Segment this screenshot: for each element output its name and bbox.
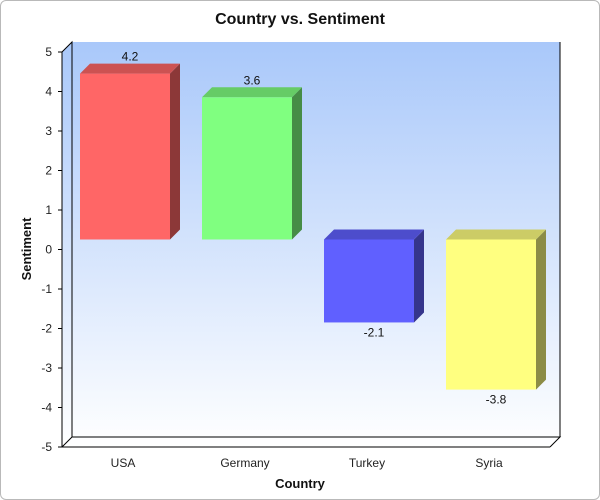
y-tick-label: 5 (45, 45, 52, 59)
plot-background (62, 42, 560, 447)
y-axis-ticks: 5 4 3 2 1 0 -1 -2 -3 -4 -5 (41, 45, 62, 454)
bar-turkey: -2.1 (324, 229, 424, 339)
bar-syria: -3.8 (446, 229, 546, 407)
y-tick-label: 1 (45, 203, 52, 217)
y-tick-label: 3 (45, 124, 52, 138)
bar-top (324, 229, 424, 240)
y-tick-label: 4 (45, 85, 52, 99)
y-tick-label: -2 (41, 322, 52, 336)
x-tick-label: Turkey (349, 456, 385, 470)
bar-side (170, 63, 180, 240)
data-label: 3.6 (244, 73, 261, 87)
chart-title: Country vs. Sentiment (215, 11, 385, 28)
x-tick-label: USA (111, 456, 136, 470)
y-tick-label: 0 (45, 243, 52, 257)
bar-side (292, 87, 302, 240)
data-label: -3.8 (486, 393, 507, 407)
bar-usa: 4.2 (80, 50, 180, 240)
bar-front (324, 239, 414, 323)
data-label: -2.1 (364, 325, 385, 339)
bar-side (414, 229, 424, 323)
bar-germany: 3.6 (202, 73, 302, 240)
y-tick-label: 2 (45, 164, 52, 178)
bar-top (446, 229, 546, 240)
x-tick-label: Syria (475, 456, 503, 470)
x-tick-label: Germany (220, 456, 269, 470)
y-tick-label: -5 (41, 440, 52, 454)
bar-front (202, 97, 292, 240)
data-label: 4.2 (122, 50, 139, 64)
bar-series: 4.2 3.6 -2.1 -3.8 (80, 50, 546, 407)
y-tick-label: -3 (41, 361, 52, 375)
bar-top (202, 87, 302, 98)
bar-front (446, 239, 536, 390)
bar-front (80, 73, 170, 240)
x-axis-title: Country (275, 476, 326, 491)
bar-top (80, 63, 180, 74)
y-tick-label: -1 (41, 282, 52, 296)
y-tick-label: -4 (41, 401, 52, 415)
x-axis-ticks: USA Germany Turkey Syria (111, 456, 503, 470)
bar-side (536, 229, 546, 390)
y-axis-title: Sentiment (19, 217, 34, 281)
